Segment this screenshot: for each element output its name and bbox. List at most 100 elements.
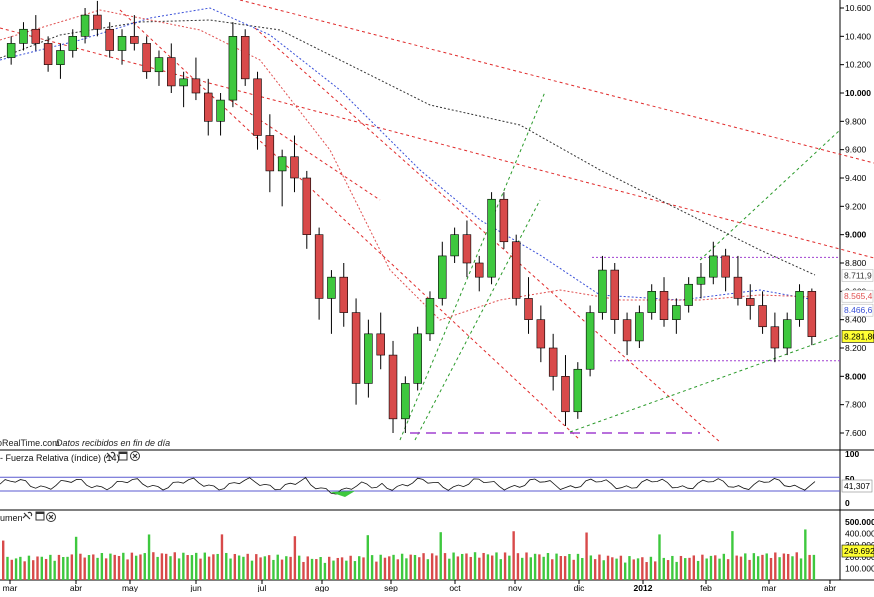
candle-body [561, 376, 570, 413]
volume-bar [6, 556, 9, 580]
candle-body [376, 333, 385, 356]
volume-bar [409, 554, 412, 580]
volume-bar [491, 555, 494, 580]
volume-bar [606, 555, 610, 580]
volume-bar [705, 558, 708, 580]
rsi-value-label: 41,307 [844, 481, 870, 491]
volume-bar [216, 553, 219, 580]
volume-bar [319, 557, 322, 580]
x-tick-label: 2012 [634, 583, 653, 592]
volume-bar [654, 561, 657, 580]
volume-bar [212, 554, 215, 580]
volume-bar [516, 553, 520, 580]
volume-settings-icon[interactable] [22, 511, 33, 520]
y-tick-label: 8.200 [845, 343, 867, 353]
volume-bar [225, 552, 228, 580]
trend-line [254, 27, 721, 443]
candle-body [167, 57, 176, 87]
volume-bar [345, 560, 348, 580]
volume-bar [195, 552, 198, 580]
volume-tick-label: 400.000 [845, 529, 874, 539]
candle-body [795, 291, 804, 320]
volume-bar [812, 554, 816, 580]
volume-bar [10, 559, 13, 580]
price-label-box [841, 269, 874, 282]
candle-body [19, 28, 28, 44]
candle-body [524, 298, 533, 320]
rsi-maximize-icon[interactable] [118, 451, 128, 461]
volume-bar [190, 555, 194, 580]
volume-bar [628, 556, 631, 580]
volume-bar [156, 556, 159, 580]
candle-body [204, 92, 213, 122]
candle-body [450, 234, 459, 257]
candle-body [130, 36, 139, 44]
volume-bar [808, 554, 811, 580]
candle-body [438, 255, 447, 299]
rsi-line [0, 477, 816, 495]
volume-bar [139, 554, 142, 580]
volume-bar [362, 557, 365, 580]
volume-bar [486, 554, 490, 580]
volume-bar [267, 555, 271, 580]
candle-body [105, 28, 114, 51]
rsi-settings-icon[interactable] [105, 451, 116, 460]
volume-bar [259, 557, 262, 580]
candle-body [462, 234, 472, 264]
price-panel: 10.600 10.400 10.200 10.000 9.800 9.600 9.400 9… [0, 0, 874, 580]
candle-body [635, 312, 644, 342]
volume-bar [731, 531, 734, 580]
volume-bar [70, 554, 74, 580]
volume-bar [688, 557, 691, 580]
volume-bar [130, 552, 134, 580]
volume-bar [593, 559, 597, 580]
volume-bar [782, 553, 786, 580]
volume-bar [276, 554, 279, 580]
volume-bar [349, 555, 352, 580]
volume-bar [589, 555, 593, 580]
candle-body [401, 383, 410, 420]
volume-bar [242, 556, 245, 580]
price-label: 8.281,80 [844, 331, 874, 341]
candle-body [499, 198, 509, 243]
volume-bar [701, 554, 704, 580]
volume-bar [392, 554, 395, 580]
candle-body [647, 291, 656, 313]
candle-body [684, 283, 693, 306]
candle-body [610, 269, 619, 320]
volume-bar [152, 552, 155, 580]
candle-body [413, 333, 422, 384]
volume-bar [744, 553, 747, 580]
volume-bar [478, 557, 481, 580]
price-label-box [841, 303, 874, 317]
volume-bar [714, 555, 717, 580]
volume-bar [452, 552, 455, 580]
volume-bar [576, 553, 580, 580]
candle-body [179, 78, 188, 87]
volume-bar [109, 553, 112, 580]
volume-bar [739, 556, 743, 580]
candle-body [388, 354, 398, 420]
volume-bar [615, 558, 618, 580]
candle-body [43, 43, 53, 65]
volume-bar [473, 552, 477, 580]
y-tick-label: 8.000 [845, 371, 867, 381]
y-tick-label: 10.000 [845, 88, 871, 98]
x-tick-label: ago [315, 583, 329, 592]
volume-bar [297, 555, 301, 580]
volume-bar [456, 556, 460, 580]
y-tick-label: 10.200 [845, 60, 871, 70]
volume-bar [126, 559, 129, 580]
volume-bar [323, 562, 327, 580]
volume-close-icon[interactable] [46, 512, 56, 522]
volume-bar [649, 556, 653, 580]
candle-body [598, 269, 607, 313]
volume-bar [383, 557, 387, 580]
volume-maximize-icon[interactable] [35, 511, 45, 521]
volume-bar [611, 557, 614, 580]
rsi-close-icon[interactable] [130, 451, 140, 461]
volume-bar [602, 560, 605, 580]
volume-panel-label: umen [0, 513, 23, 523]
volume-bar [448, 558, 451, 580]
